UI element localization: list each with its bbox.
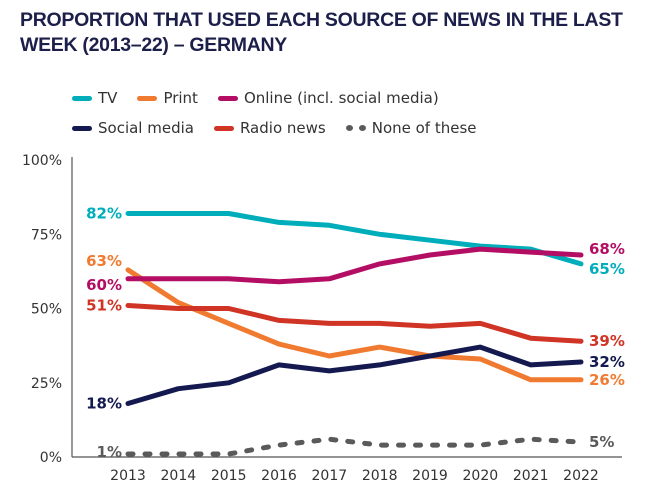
x-tick-label: 2016 (261, 468, 297, 484)
legend: TV Print Online (incl. social media) Soc… (72, 83, 497, 143)
series-line-tv (125, 211, 584, 267)
legend-label: Print (163, 89, 198, 107)
x-tick-label: 2015 (211, 468, 247, 484)
y-tick-label: 50% (31, 302, 62, 318)
y-tick-label: 25% (31, 376, 62, 392)
legend-label: TV (98, 89, 118, 107)
start-label-none-of-these: 1% (97, 443, 122, 461)
chart-title: PROPORTION THAT USED EACH SOURCE OF NEWS… (20, 9, 623, 56)
y-tick-label: 75% (31, 227, 62, 243)
series-line-radio-news (125, 303, 584, 344)
start-label-print: 63% (86, 252, 122, 270)
x-tick-label: 2020 (463, 468, 499, 484)
legend-label: Social media (98, 119, 194, 137)
legend-item-tv: TV (72, 89, 117, 107)
data-labels: 82% 65% 63% 26% 60% 68% 18% 32% 51% 39% 1% 5% (86, 204, 625, 461)
legend-item-print: Print (137, 89, 198, 107)
legend-label: None of these (371, 119, 477, 137)
series-lines (125, 211, 584, 457)
x-tick-label: 2014 (161, 468, 197, 484)
start-label-online-incl-social-media: 60% (86, 276, 122, 294)
legend-item-social-media: Social media (72, 119, 194, 137)
x-tick-label: 2018 (362, 468, 398, 484)
start-label-radio-news: 51% (86, 297, 122, 315)
legend-row: Social media Radio news None of these (72, 113, 497, 143)
x-tick-label: 2022 (563, 468, 599, 484)
legend-swatch-tv (72, 95, 92, 101)
series-line-online-incl-social-media (125, 246, 584, 285)
legend-swatch-none-of-these (345, 125, 366, 131)
y-tick-label: 100% (22, 153, 62, 169)
legend-swatch-online (217, 95, 238, 101)
x-tick-label: 2013 (110, 468, 146, 484)
start-label-social-media: 18% (86, 395, 122, 413)
end-label-tv: 65% (589, 260, 625, 278)
legend-item-online: Online (incl. social media) (217, 89, 439, 107)
legend-item-none-of-these: None of these (345, 119, 477, 137)
series-line-print (125, 267, 584, 383)
y-tick-label: 0% (40, 450, 62, 466)
legend-swatch-radio-news (213, 125, 234, 131)
start-label-tv: 82% (86, 204, 122, 222)
end-label-social-media: 32% (589, 353, 625, 371)
x-tick-label: 2021 (513, 468, 549, 484)
axes: 0% 25% 50% 75% 100% 2013 2014 2015 2016 2017 2018 2… (22, 153, 622, 484)
end-label-online-incl-social-media: 68% (589, 240, 625, 258)
x-tick-label: 2019 (412, 468, 448, 484)
legend-label: Online (incl. social media) (243, 89, 439, 107)
end-label-print: 26% (589, 371, 625, 389)
series-line-none-of-these (125, 436, 584, 457)
legend-label: Radio news (239, 119, 326, 137)
end-label-none-of-these: 5% (589, 433, 614, 451)
legend-swatch-print (137, 95, 158, 101)
legend-item-radio-news: Radio news (213, 119, 326, 137)
legend-swatch-social-media (72, 125, 92, 131)
x-tick-label: 2017 (312, 468, 348, 484)
legend-row: TV Print Online (incl. social media) (72, 83, 497, 113)
series-line-social-media (125, 344, 584, 406)
end-label-radio-news: 39% (589, 332, 625, 350)
